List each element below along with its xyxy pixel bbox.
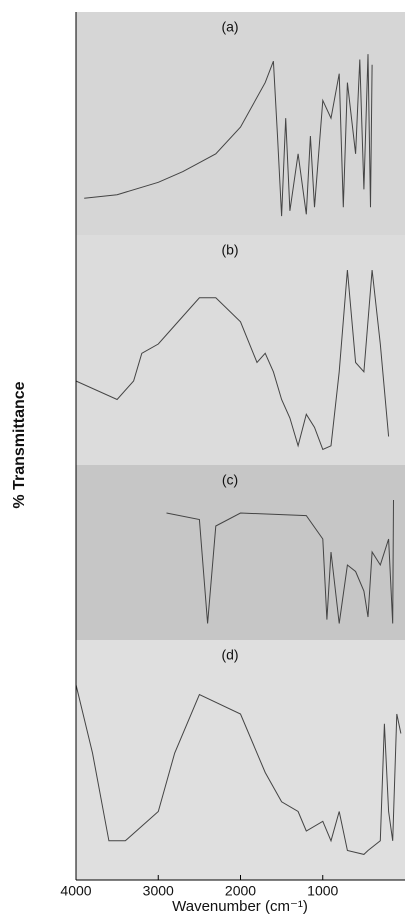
x-tick-label: 1000 (307, 883, 338, 899)
panel-label: (b) (221, 242, 238, 258)
x-axis-label: Wavenumber (cm⁻¹) (172, 898, 308, 915)
panel-background (76, 465, 405, 640)
spectrum-line (75, 269, 390, 451)
spectrum-line (75, 684, 402, 855)
panel-background (76, 12, 405, 235)
spectrum-line (166, 499, 394, 624)
x-tick-label: 2000 (225, 883, 256, 899)
panel-label: (c) (222, 472, 238, 488)
panel-label: (a) (221, 19, 238, 35)
panel-background (76, 235, 405, 465)
x-tick-label: 3000 (143, 883, 174, 899)
panel-label: (d) (221, 647, 238, 663)
y-axis-label: % Transmittance (11, 381, 28, 508)
panel-background (76, 640, 405, 880)
spectrum-line (84, 54, 373, 217)
x-tick-label: 4000 (60, 883, 91, 899)
